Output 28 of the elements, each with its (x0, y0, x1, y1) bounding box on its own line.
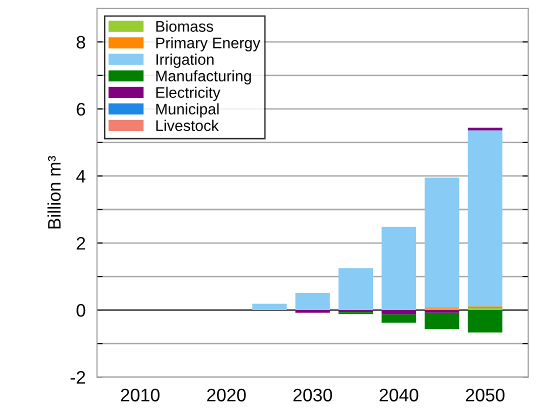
y-axis-title: Billion m³ (47, 156, 61, 228)
legend-label: Manufacturing (156, 70, 251, 84)
x-tick-label: 2030 (293, 388, 332, 402)
bar (468, 130, 502, 306)
bar (295, 310, 330, 313)
y-tick-label: -2 (70, 371, 86, 384)
bar (424, 178, 460, 308)
x-tick-label: 2050 (466, 388, 504, 402)
legend-label: Municipal (156, 103, 219, 118)
x-tick-label: 2020 (207, 388, 246, 402)
legend-label: Livestock (156, 120, 219, 132)
bar (252, 304, 287, 310)
legend-label: Electricity (156, 86, 220, 101)
legend-label: Primary Energy (156, 37, 260, 52)
y-tick-label: 4 (76, 170, 86, 183)
bar (382, 226, 416, 310)
y-tick-label: 0 (76, 304, 86, 317)
bar (338, 268, 373, 310)
x-tick-label: 2040 (380, 388, 418, 402)
legend-label: Biomass (156, 20, 214, 32)
y-tick-label: 8 (76, 36, 86, 49)
x-tick-label: 2010 (120, 388, 160, 402)
y-tick-label: 6 (76, 102, 86, 116)
legend-label: Irrigation (156, 54, 214, 68)
bar (468, 128, 502, 130)
y-tick-label: 2 (76, 236, 86, 250)
bar (295, 292, 330, 310)
bar (468, 310, 502, 333)
